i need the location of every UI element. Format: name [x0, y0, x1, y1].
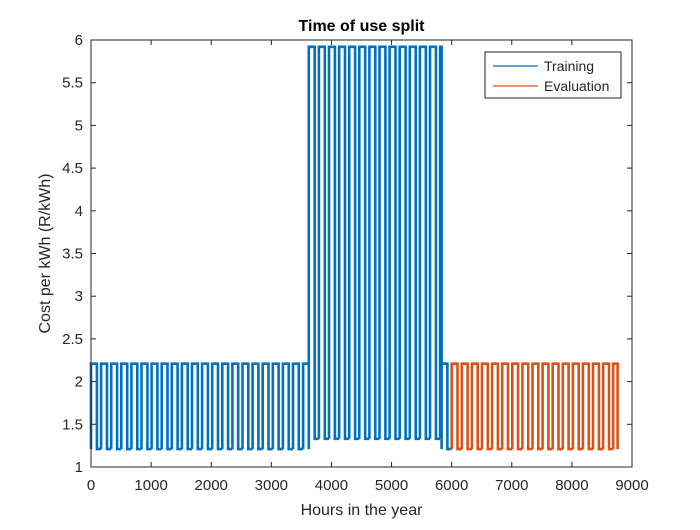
- x-tick-label: 4000: [315, 477, 348, 494]
- y-axis-title: Cost per kWh (R/kWh): [37, 173, 54, 333]
- x-tick-label: 8000: [555, 477, 588, 494]
- x-tick-label: 6000: [435, 477, 468, 494]
- x-axis-ticks: 0 1000 2000 3000 4000 5000 6000 7000 8000 9000: [87, 40, 649, 494]
- series-layer: [89, 45, 619, 451]
- series-line-evaluation: [450, 362, 619, 451]
- x-tick-label: 2000: [195, 477, 228, 494]
- x-tick-label: 7000: [495, 477, 528, 494]
- chart-title: Time of use split: [299, 18, 426, 35]
- x-tick-label: 1000: [134, 477, 167, 494]
- x-tick-label: 3000: [255, 477, 288, 494]
- y-tick-label: 2: [75, 374, 83, 391]
- x-tick-label: 9000: [615, 477, 648, 494]
- x-tick-label: 5000: [375, 477, 408, 494]
- series-evaluation: [450, 362, 619, 451]
- legend: Training Evaluation: [484, 51, 622, 99]
- y-tick-label: 4: [75, 203, 83, 220]
- y-tick-label: 3.5: [62, 246, 83, 263]
- series-training: [89, 45, 452, 451]
- x-tick-label: 0: [87, 477, 95, 494]
- legend-label-training: Training: [544, 58, 594, 74]
- y-tick-label: 4.5: [62, 160, 83, 177]
- y-axis-ticks: 1 1.5 2 2.5 3 3.5 4 4.5 5 5.5 6: [62, 32, 632, 476]
- x-axis-title: Hours in the year: [301, 502, 424, 519]
- y-tick-label: 5.5: [62, 75, 83, 92]
- y-tick-label: 3: [75, 288, 83, 305]
- legend-box: [484, 51, 622, 99]
- y-tick-label: 6: [75, 32, 83, 49]
- y-tick-label: 5: [75, 117, 83, 134]
- legend-label-evaluation: Evaluation: [544, 78, 609, 94]
- y-tick-label: 1.5: [62, 416, 83, 433]
- y-tick-label: 1: [75, 459, 83, 476]
- series-line-training: [89, 45, 452, 451]
- y-tick-label: 2.5: [62, 331, 83, 348]
